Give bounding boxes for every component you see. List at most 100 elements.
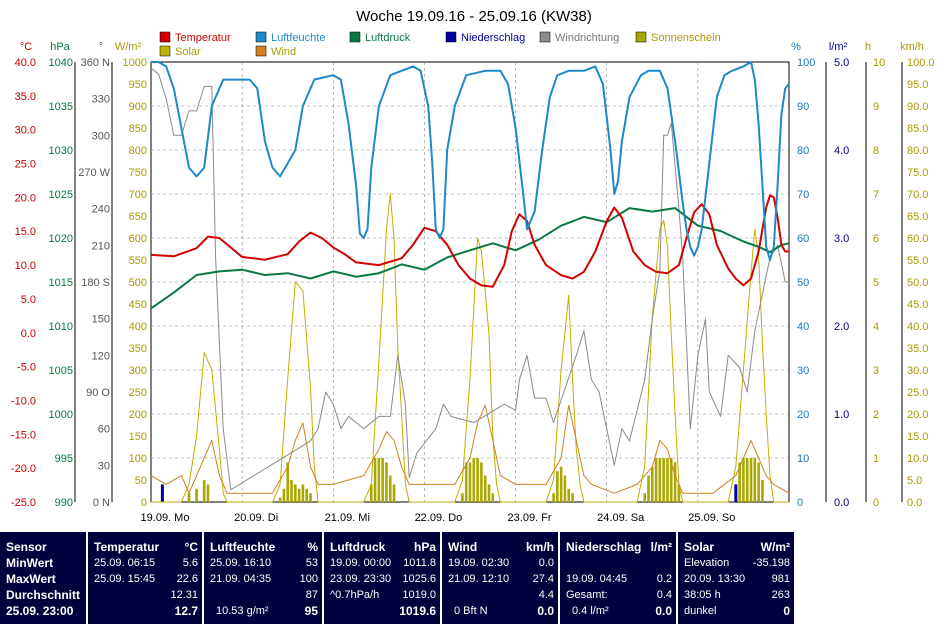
axis-tick-label-pressure: 995 [55,453,73,465]
chart-title: Woche 19.09.16 - 25.09.16 (KW38) [356,8,592,25]
axis-tick-label-wind_direction: 150 [92,314,110,326]
axis-unit-solar: W/m² [115,41,142,53]
wind-now: 0.0 [537,604,554,618]
bar-sonnenschein [385,462,388,502]
pressure-now: 1019.6 [399,604,436,618]
bar-sonnenschein [658,458,662,502]
legend-label: Wind [271,46,296,58]
wind-header: Wind [448,540,478,554]
axis-tick-label-temperature: 35.0 [15,91,36,103]
bar-sonnenschein [643,493,646,502]
bar-sonnenschein [278,497,282,502]
humidity-absolute: 10.53 g/m² [216,605,269,617]
axis-tick-label-sunshine: 1 [873,453,879,465]
bar-sonnenschein [559,466,563,502]
axis-tick-label-humidity: 0 [797,497,803,509]
axis-tick-label-humidity: 10 [797,453,809,465]
bar-sonnenschein [282,488,286,502]
axis-tick-label-humidity: 40 [797,321,809,333]
axis-tick-label-humidity: 80 [797,145,809,157]
axis-tick-label-precipitation: 1.0 [834,409,849,421]
axis-tick-label-humidity: 70 [797,189,809,201]
x-axis-labels: 19.09. Mo 20.09. Di 21.09. Mi 22.09. Do 23.0… [141,512,736,524]
axis-tick-label-precipitation: 5.0 [834,57,849,69]
bar-sonnenschein [647,475,650,502]
axis-tick-label-wind: 5.0 [907,475,922,487]
axis-tick-label-wind: 60.0 [907,233,928,245]
bar-sonnenschein [669,458,673,502]
x-tick-label: 20.09. Di [234,512,278,524]
axis-tick-label-solar: 450 [129,299,147,311]
pressure-trend: ^0.7hPa/h [330,589,380,601]
pressure-min: 1011.8 [403,557,436,569]
axis-unit-precipitation: l/m² [829,41,848,53]
x-tick-label: 19.09. Mo [141,512,190,524]
axis-tick-label-wind: 0.0 [907,497,922,509]
axis-tick-label-solar: 250 [129,387,147,399]
axis-tick-label-wind: 90.0 [907,101,928,113]
legend-swatch [159,45,171,57]
humidity-avg: 87 [305,589,318,601]
stat-panel-temperature: Temperatur °C 25.09. 06:15 5.6 25.09. 15:4… [88,532,202,624]
temp-max-time: 25.09. 15:45 [94,573,156,585]
axis-tick-label-temperature: 20.0 [15,192,36,204]
bar-sonnenschein [666,458,669,502]
bar-sonnenschein [305,488,309,502]
solar-unit: W/m² [760,540,790,554]
axis-tick-label-solar: 150 [129,431,147,443]
axis-tick-label-pressure: 1030 [49,145,73,157]
bar-sonnenschein [202,480,206,502]
axis-tick-label-sunshine: 4 [873,321,879,333]
bar-sonnenschein [381,458,384,502]
axis-tick-label-pressure: 990 [55,497,73,509]
series-line-solar [151,193,789,503]
temp-avg: 12.31 [170,589,198,601]
axis-tick-label-precipitation: 0.0 [834,497,849,509]
solar-elevation-label: Elevation [684,557,730,569]
stat-panel-pressure: Luftdruck hPa 19.09. 00:00 1011.8 23.09. 2… [324,532,440,624]
axis-unit-wind: km/h [900,41,924,53]
axis-tick-label-wind: 45.0 [907,299,928,311]
axis-tick-label-wind: 50.0 [907,277,928,289]
bar-sonnenschein [195,488,198,502]
bar-sonnenschein [757,462,760,502]
stat-panel-humidity: Luftfeuchte% 25.09. 16:10 53 21.09. 04:35… [204,532,322,624]
series-line-temperatur [150,194,789,288]
bar-sonnenschein [297,488,301,502]
axis-tick-label-solar: 900 [129,101,147,113]
legend-swatch [255,45,267,57]
bar-sonnenschein [673,462,677,502]
bar-niederschlag [734,484,738,502]
temp-header: Temperatur [94,540,160,554]
axis-tick-label-wind_direction: 180 S [81,277,110,289]
axis-tick-label-pressure: 1035 [49,101,73,113]
min-label: MinWert [6,556,54,570]
wind-beaufort: 0 Bft N [454,605,488,617]
bar-sonnenschein [464,462,468,502]
axis-tick-label-wind_direction: 300 [92,130,110,142]
bar-sonnenschein [206,484,210,502]
axis-tick-label-temperature: 10.0 [15,260,36,272]
x-tick-label: 24.09. Sa [597,512,645,524]
bar-sonnenschein [745,458,749,502]
axis-tick-label-wind: 100.0 [907,57,935,69]
axis-tick-label-solar: 1000 [123,57,147,69]
bar-sonnenschein [286,462,290,502]
axis-tick-label-wind: 10.0 [907,453,928,465]
humidity-max-time: 21.09. 04:35 [210,573,272,585]
avg-label: Durchschnitt [6,588,81,602]
axis-tick-label-wind_direction: 30 [98,460,110,472]
axis-tick-label-solar: 600 [129,233,147,245]
bar-sonnenschein [377,458,381,502]
stat-panel-wind: Wind km/h 19.09. 02:30 0.0 21.09. 12:10 27.… [442,532,558,624]
axis-tick-label-wind: 30.0 [907,365,928,377]
axis-tick-label-solar: 850 [129,123,147,135]
bar-sonnenschein [461,493,464,502]
bar-sonnenschein [749,458,753,502]
axis-tick-label-wind: 85.0 [907,123,928,135]
axis-tick-label-precipitation: 3.0 [834,233,849,245]
solar-elevation: -35.198 [752,557,790,569]
bar-sonnenschein [487,484,491,502]
statistics-table: Sensor MinWert MaxWert Durchschnitt 25.0… [0,532,950,625]
axis-tick-label-temperature: 0.0 [21,328,36,340]
